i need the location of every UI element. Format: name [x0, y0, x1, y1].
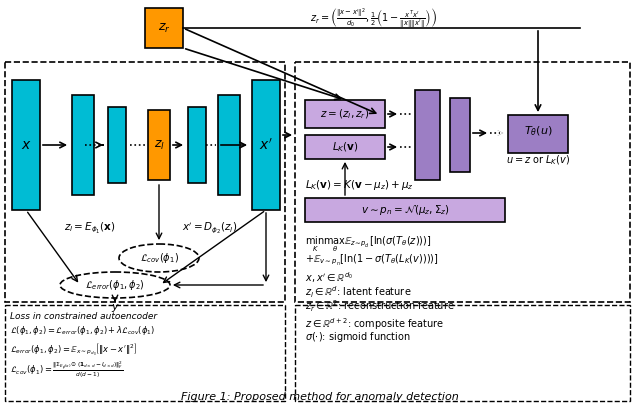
FancyBboxPatch shape — [305, 135, 385, 159]
FancyBboxPatch shape — [145, 8, 183, 48]
Text: $z_l$: $z_l$ — [154, 139, 164, 152]
FancyBboxPatch shape — [218, 95, 240, 195]
Text: $z_r = \left(\frac{\|x-x'\|^2}{d_0}, \frac{1}{2}\left(1 - \frac{x^T x'}{\|x\|\|x: $z_r = \left(\frac{\|x-x'\|^2}{d_0}, \fr… — [310, 6, 437, 30]
Text: $z_l = E_{\phi_1}(\mathbf{x})$: $z_l = E_{\phi_1}(\mathbf{x})$ — [64, 220, 116, 236]
Text: $\mathcal{L}_{cov}(\phi_1)$: $\mathcal{L}_{cov}(\phi_1)$ — [140, 251, 179, 265]
Text: $x'$: $x'$ — [259, 137, 273, 153]
Text: $z = (z_l, z_r)$: $z = (z_l, z_r)$ — [321, 107, 369, 121]
FancyBboxPatch shape — [450, 98, 470, 172]
Text: $x' = D_{\phi_2}(z_l)$: $x' = D_{\phi_2}(z_l)$ — [182, 220, 237, 236]
Text: Figure 1: Proposed method for anomaly detection: Figure 1: Proposed method for anomaly de… — [181, 392, 459, 402]
FancyBboxPatch shape — [508, 115, 568, 153]
Text: $\mathcal{L}_{error}(\phi_1,\phi_2) = \mathbb{E}_{x\sim p_{d_0}}\left[\|x - x'\|: $\mathcal{L}_{error}(\phi_1,\phi_2) = \m… — [10, 342, 137, 358]
Text: $\mathcal{L}_{error}(\phi_1, \phi_2)$: $\mathcal{L}_{error}(\phi_1, \phi_2)$ — [85, 278, 145, 292]
Text: $y$: $y$ — [111, 302, 120, 314]
Text: Loss in constrained autoencoder: Loss in constrained autoencoder — [10, 312, 157, 321]
Text: $T_\theta(u)$: $T_\theta(u)$ — [524, 124, 552, 138]
Text: $u = z$ or $L_K(v)$: $u = z$ or $L_K(v)$ — [506, 153, 570, 167]
Text: $x, x' \in \mathbb{R}^{d_0}$: $x, x' \in \mathbb{R}^{d_0}$ — [305, 270, 353, 285]
Text: $\sigma(\cdot)$: sigmoid function: $\sigma(\cdot)$: sigmoid function — [305, 330, 411, 344]
FancyBboxPatch shape — [415, 90, 440, 180]
Text: $v \sim p_n = \mathcal{N}(\mu_z, \Sigma_z)$: $v \sim p_n = \mathcal{N}(\mu_z, \Sigma_… — [360, 203, 449, 217]
FancyBboxPatch shape — [305, 100, 385, 128]
Text: $z \in \mathbb{R}^{d+2}$: composite feature: $z \in \mathbb{R}^{d+2}$: composite feat… — [305, 316, 444, 332]
Text: $z_r$: $z_r$ — [157, 21, 170, 34]
Text: $z_r \in \mathbb{R}^2$: reconstruction feature: $z_r \in \mathbb{R}^2$: reconstruction f… — [305, 298, 454, 314]
FancyBboxPatch shape — [148, 110, 170, 180]
Text: $\mathcal{L}_{cov}(\phi_1) = \frac{\|\Sigma_{E_{\phi}(x)}\odot(\mathbf{1}_{d\tim: $\mathcal{L}_{cov}(\phi_1) = \frac{\|\Si… — [10, 360, 124, 381]
Text: $L_K(\mathbf{v})$: $L_K(\mathbf{v})$ — [332, 140, 358, 154]
FancyBboxPatch shape — [108, 107, 126, 183]
Text: $z_l \in \mathbb{R}^d$: latent feature: $z_l \in \mathbb{R}^d$: latent feature — [305, 284, 412, 300]
Text: $L_K(\mathbf{v}) = K(\mathbf{v} - \mu_z) + \mu_z$: $L_K(\mathbf{v}) = K(\mathbf{v} - \mu_z)… — [305, 178, 414, 192]
Text: $+ \mathbb{E}_{v\sim p_n}[\ln(1 - \sigma(T_\theta(L_K(v))))]$: $+ \mathbb{E}_{v\sim p_n}[\ln(1 - \sigma… — [305, 252, 439, 267]
Text: $x$: $x$ — [20, 138, 31, 152]
FancyBboxPatch shape — [252, 80, 280, 210]
FancyBboxPatch shape — [305, 198, 505, 222]
Ellipse shape — [60, 272, 170, 298]
Ellipse shape — [119, 244, 199, 272]
FancyBboxPatch shape — [188, 107, 206, 183]
Text: $\mathcal{L}(\phi_1,\phi_2) = \mathcal{L}_{error}(\phi_1,\phi_2) + \lambda\mathc: $\mathcal{L}(\phi_1,\phi_2) = \mathcal{L… — [10, 324, 156, 337]
FancyBboxPatch shape — [72, 95, 94, 195]
FancyBboxPatch shape — [12, 80, 40, 210]
Text: $\min_K \max_\theta \mathbb{E}_{z\sim p_d}[\ln(\sigma(T_\theta(z)))]$: $\min_K \max_\theta \mathbb{E}_{z\sim p_… — [305, 235, 431, 254]
